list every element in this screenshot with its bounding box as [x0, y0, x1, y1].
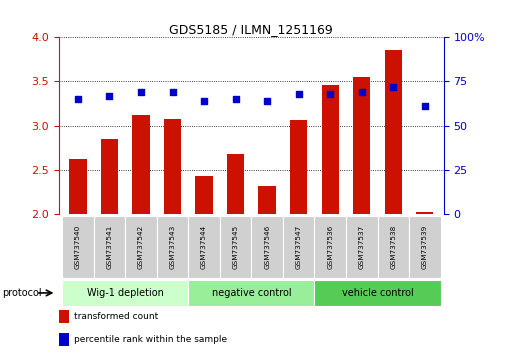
Bar [314, 216, 346, 278]
Bar [188, 280, 314, 306]
Text: protocol: protocol [3, 288, 42, 298]
Point [326, 91, 334, 97]
Bar [322, 85, 339, 214]
Text: GSM737542: GSM737542 [138, 225, 144, 269]
Point [105, 93, 113, 98]
Text: GSM737538: GSM737538 [390, 225, 396, 269]
Bar [101, 139, 118, 214]
Text: GSM737544: GSM737544 [201, 225, 207, 269]
Bar [62, 216, 94, 278]
Text: GSM737536: GSM737536 [327, 225, 333, 269]
Text: transformed count: transformed count [74, 312, 159, 321]
Text: GSM737540: GSM737540 [75, 225, 81, 269]
Point [231, 96, 240, 102]
Bar [353, 77, 370, 214]
Text: negative control: negative control [211, 288, 291, 298]
Bar [62, 280, 188, 306]
Text: Wig-1 depletion: Wig-1 depletion [87, 288, 164, 298]
Bar [314, 280, 441, 306]
Bar [378, 216, 409, 278]
Bar [125, 216, 157, 278]
Bar [220, 216, 251, 278]
Point [137, 89, 145, 95]
Bar [59, 333, 69, 346]
Bar [59, 310, 69, 323]
Bar [195, 176, 213, 214]
Bar [290, 120, 307, 214]
Point [389, 84, 398, 90]
Bar [416, 212, 433, 214]
Title: GDS5185 / ILMN_1251169: GDS5185 / ILMN_1251169 [169, 23, 333, 36]
Point [263, 98, 271, 104]
Text: GSM737547: GSM737547 [295, 225, 302, 269]
Bar [283, 216, 314, 278]
Text: GSM737543: GSM737543 [169, 225, 175, 269]
Bar [346, 216, 378, 278]
Point [168, 89, 176, 95]
Text: GSM737537: GSM737537 [359, 225, 365, 269]
Bar [94, 216, 125, 278]
Bar [69, 159, 87, 214]
Bar [157, 216, 188, 278]
Point [294, 91, 303, 97]
Point [200, 98, 208, 104]
Point [358, 89, 366, 95]
Bar [385, 50, 402, 214]
Bar [251, 216, 283, 278]
Bar [132, 115, 150, 214]
Text: GSM737539: GSM737539 [422, 225, 428, 269]
Bar [188, 216, 220, 278]
Bar [409, 216, 441, 278]
Text: percentile rank within the sample: percentile rank within the sample [74, 335, 227, 344]
Bar [259, 186, 276, 214]
Bar [164, 120, 181, 214]
Text: GSM737546: GSM737546 [264, 225, 270, 269]
Point [74, 96, 82, 102]
Point [421, 103, 429, 109]
Text: vehicle control: vehicle control [342, 288, 413, 298]
Bar [227, 154, 244, 214]
Text: GSM737541: GSM737541 [107, 225, 112, 269]
Text: GSM737545: GSM737545 [232, 225, 239, 269]
